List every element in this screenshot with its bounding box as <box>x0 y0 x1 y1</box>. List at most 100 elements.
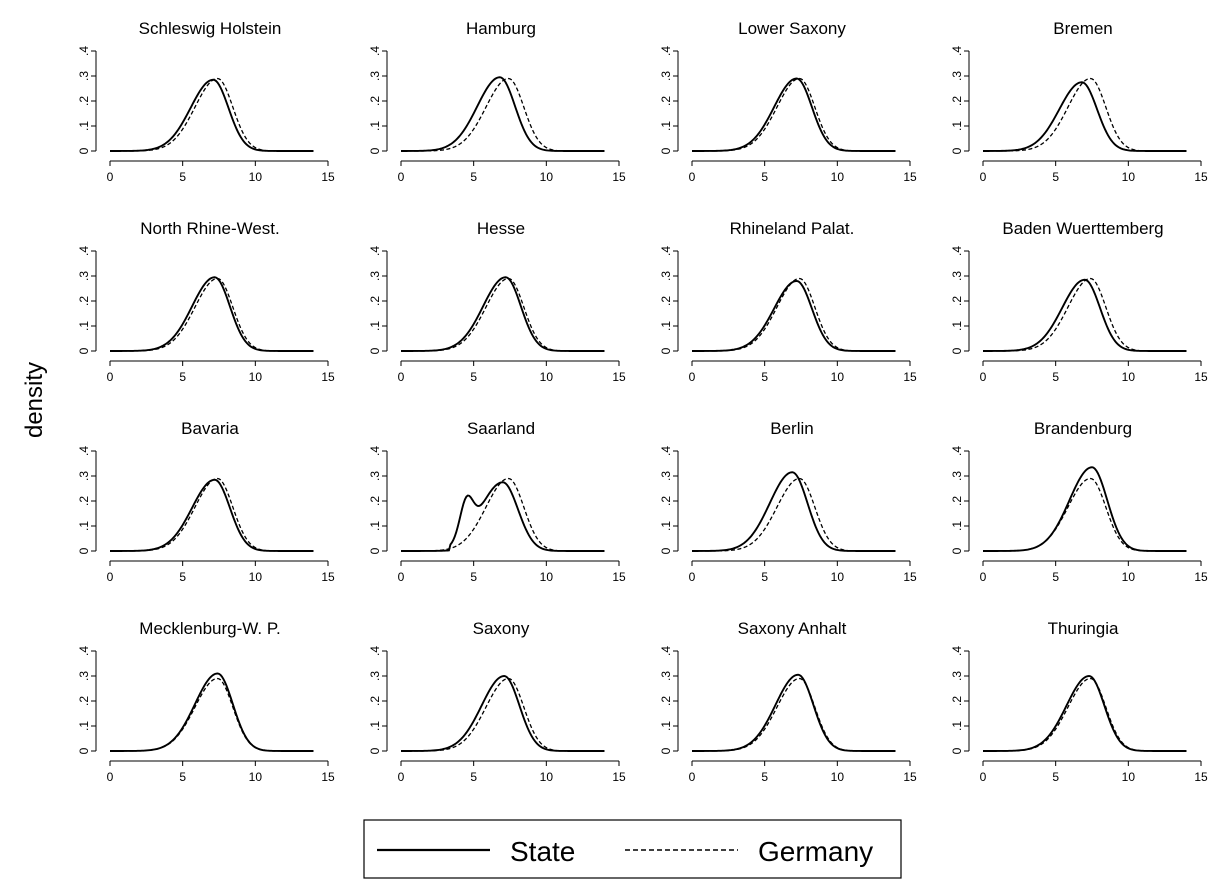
x-tick-label: 15 <box>1194 570 1208 584</box>
y-tick-label: .4 <box>368 246 382 256</box>
x-tick-label: 5 <box>1052 170 1059 184</box>
x-tick-label: 15 <box>903 770 917 784</box>
panel-title: Baden Wuerttemberg <box>1002 219 1163 238</box>
x-tick-label: 0 <box>689 170 696 184</box>
x-tick-label: 15 <box>321 570 335 584</box>
y-tick-label: .4 <box>77 646 91 656</box>
x-tick-label: 10 <box>831 770 845 784</box>
y-tick-label: .4 <box>950 446 964 456</box>
y-axis-label: density <box>21 362 48 438</box>
panel: North Rhine-West. 0 .1 .2 .3 .4 0 5 10 15 <box>77 219 335 384</box>
x-tick-label: 5 <box>470 170 477 184</box>
y-tick-label: .1 <box>368 321 382 331</box>
y-tick-label: .2 <box>659 296 673 306</box>
y-tick-label: .2 <box>950 696 964 706</box>
y-tick-label: .4 <box>659 446 673 456</box>
x-tick-label: 0 <box>689 570 696 584</box>
y-tick-label: .3 <box>77 671 91 681</box>
x-tick-label: 0 <box>107 170 114 184</box>
x-tick-label: 10 <box>1122 770 1136 784</box>
x-tick-label: 5 <box>1052 570 1059 584</box>
state-density-line <box>983 278 1187 352</box>
y-tick-label: .3 <box>659 471 673 481</box>
y-tick-label: .1 <box>77 321 91 331</box>
x-tick-label: 5 <box>1052 370 1059 384</box>
y-tick-label: .4 <box>659 246 673 256</box>
y-tick-label: .2 <box>659 96 673 106</box>
panel-grid: Schleswig Holstein 0 .1 .2 .3 .4 0 5 10 15 Hamburg… <box>77 19 1208 784</box>
x-tick-label: 15 <box>612 370 626 384</box>
y-tick-label: 0 <box>77 147 91 154</box>
y-tick-label: 0 <box>659 347 673 354</box>
y-tick-label: .4 <box>950 46 964 56</box>
x-tick-label: 15 <box>612 570 626 584</box>
y-tick-label: .2 <box>950 296 964 306</box>
y-tick-label: .2 <box>950 96 964 106</box>
x-tick-label: 10 <box>249 370 263 384</box>
y-tick-label: .1 <box>77 721 91 731</box>
x-tick-label: 10 <box>540 770 554 784</box>
y-tick-label: 0 <box>77 747 91 754</box>
y-tick-label: .3 <box>950 71 964 81</box>
y-tick-label: .1 <box>659 121 673 131</box>
x-tick-label: 10 <box>1122 570 1136 584</box>
panel: Saxony 0 .1 .2 .3 .4 0 5 10 15 <box>368 619 626 784</box>
panel: Brandenburg 0 .1 .2 .3 .4 0 5 10 15 <box>950 419 1208 584</box>
x-tick-label: 0 <box>689 770 696 784</box>
y-tick-label: .1 <box>368 521 382 531</box>
state-density-line <box>110 672 314 752</box>
panel: Schleswig Holstein 0 .1 .2 .3 .4 0 5 10 15 <box>77 19 335 184</box>
x-tick-label: 15 <box>1194 370 1208 384</box>
y-tick-label: .1 <box>77 121 91 131</box>
y-tick-label: 0 <box>368 747 382 754</box>
x-tick-label: 15 <box>1194 770 1208 784</box>
x-tick-label: 15 <box>321 170 335 184</box>
x-tick-label: 10 <box>831 170 845 184</box>
y-tick-label: 0 <box>659 147 673 154</box>
panel-title: Hesse <box>477 219 525 238</box>
y-tick-label: 0 <box>950 747 964 754</box>
panel-title: Brandenburg <box>1034 419 1132 438</box>
legend-state-label: State <box>510 836 575 867</box>
x-tick-label: 0 <box>398 770 405 784</box>
y-tick-label: .4 <box>950 646 964 656</box>
x-tick-label: 0 <box>980 570 987 584</box>
panel-title: Schleswig Holstein <box>139 19 282 38</box>
x-tick-label: 5 <box>761 370 768 384</box>
state-density-line <box>983 675 1187 752</box>
panel-title: Bavaria <box>181 419 239 438</box>
y-tick-label: .2 <box>77 296 91 306</box>
y-tick-label: .2 <box>77 96 91 106</box>
x-tick-label: 15 <box>903 170 917 184</box>
y-tick-label: .4 <box>659 646 673 656</box>
y-tick-label: 0 <box>950 547 964 554</box>
panel-title: Saxony <box>473 619 530 638</box>
x-tick-label: 0 <box>107 570 114 584</box>
panel-title: Saxony Anhalt <box>738 619 847 638</box>
state-density-line <box>692 280 896 352</box>
x-tick-label: 10 <box>1122 170 1136 184</box>
x-tick-label: 0 <box>980 170 987 184</box>
state-density-line <box>401 276 605 352</box>
state-density-line <box>983 466 1187 552</box>
y-tick-label: .1 <box>368 121 382 131</box>
x-tick-label: 10 <box>249 770 263 784</box>
x-tick-label: 5 <box>179 370 186 384</box>
y-tick-label: .2 <box>659 696 673 706</box>
x-tick-label: 0 <box>980 370 987 384</box>
x-tick-label: 15 <box>1194 170 1208 184</box>
y-tick-label: .2 <box>77 496 91 506</box>
y-tick-label: 0 <box>77 547 91 554</box>
x-tick-label: 5 <box>761 170 768 184</box>
y-tick-label: .2 <box>368 496 382 506</box>
y-tick-label: .2 <box>77 696 91 706</box>
panel-title: Hamburg <box>466 19 536 38</box>
panel-title: Berlin <box>770 419 813 438</box>
panel: Baden Wuerttemberg 0 .1 .2 .3 .4 0 5 10 15 <box>950 219 1208 384</box>
state-density-line <box>692 673 896 752</box>
y-tick-label: .2 <box>368 96 382 106</box>
panel: Hesse 0 .1 .2 .3 .4 0 5 10 15 <box>368 219 626 384</box>
panel: Saarland 0 .1 .2 .3 .4 0 5 10 15 <box>368 419 626 584</box>
x-tick-label: 10 <box>831 370 845 384</box>
